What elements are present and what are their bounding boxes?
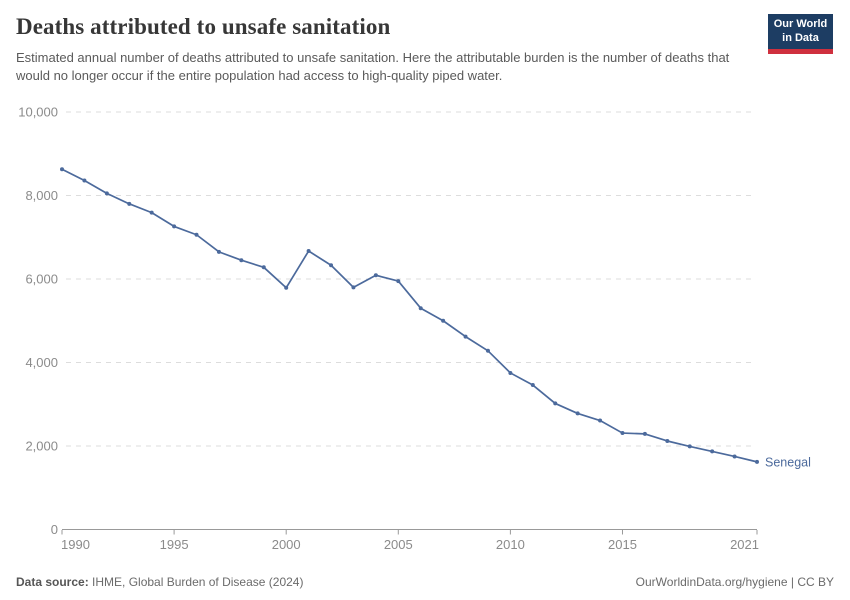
y-tick-label: 0	[51, 522, 58, 537]
chart-subtitle: Estimated annual number of deaths attrib…	[16, 50, 730, 84]
data-point[interactable]	[329, 263, 334, 268]
data-point[interactable]	[530, 383, 535, 388]
data-point[interactable]	[710, 449, 715, 454]
data-point[interactable]	[642, 431, 647, 436]
data-point[interactable]	[485, 348, 490, 353]
data-source-label: Data source:	[16, 575, 89, 589]
data-point[interactable]	[665, 438, 670, 443]
data-source-text: IHME, Global Burden of Disease (2024)	[88, 575, 304, 589]
x-tick-label: 2021	[730, 537, 759, 552]
data-point[interactable]	[396, 279, 401, 284]
x-tick-label: 2010	[496, 537, 525, 552]
data-point[interactable]	[127, 201, 132, 206]
owid-logo[interactable]: Our World in Data	[768, 14, 833, 54]
data-point[interactable]	[351, 285, 356, 290]
series-label: Senegal	[765, 455, 811, 469]
y-tick-label: 10,000	[18, 105, 58, 120]
data-point[interactable]	[149, 210, 154, 215]
data-point[interactable]	[194, 232, 199, 237]
owid-logo-line1: Our World	[773, 18, 828, 30]
y-tick-label: 2,000	[25, 439, 58, 454]
data-point[interactable]	[306, 249, 311, 254]
page-title: Deaths attributed to unsafe sanitation	[16, 14, 391, 39]
data-line[interactable]	[61, 168, 758, 463]
chart-header: Deaths attributed to unsafe sanitation E…	[16, 14, 760, 86]
y-tick-label: 8,000	[25, 188, 58, 203]
x-tick-label: 1995	[160, 537, 189, 552]
data-point[interactable]	[732, 454, 737, 459]
data-point[interactable]	[172, 224, 177, 229]
data-point[interactable]	[239, 258, 244, 263]
data-source: Data source: IHME, Global Burden of Dise…	[16, 575, 303, 589]
data-point[interactable]	[284, 285, 289, 290]
data-point[interactable]	[216, 249, 221, 254]
data-point[interactable]	[463, 334, 468, 339]
data-point[interactable]	[598, 418, 603, 423]
data-point[interactable]	[82, 178, 87, 183]
data-point[interactable]	[553, 401, 558, 406]
data-point[interactable]	[373, 273, 378, 278]
data-point[interactable]	[104, 191, 109, 196]
x-tick-label: 2005	[384, 537, 413, 552]
credit-link[interactable]: OurWorldinData.org/hygiene | CC BY	[635, 575, 834, 589]
y-tick-label: 4,000	[25, 355, 58, 370]
data-point[interactable]	[755, 459, 759, 464]
data-point[interactable]	[687, 444, 692, 449]
data-point[interactable]	[60, 167, 64, 172]
x-tick-label: 2015	[608, 537, 637, 552]
data-point[interactable]	[620, 431, 625, 436]
chart-footer: Data source: IHME, Global Burden of Dise…	[16, 575, 834, 589]
x-tick-label: 1990	[61, 537, 90, 552]
owid-logo-line2: in Data	[782, 31, 819, 44]
data-point[interactable]	[508, 370, 513, 375]
data-point[interactable]	[575, 411, 580, 416]
x-tick-label: 2000	[272, 537, 301, 552]
data-point[interactable]	[441, 318, 446, 323]
data-point[interactable]	[261, 265, 266, 270]
data-point[interactable]	[418, 306, 423, 311]
y-tick-label: 6,000	[25, 272, 58, 287]
